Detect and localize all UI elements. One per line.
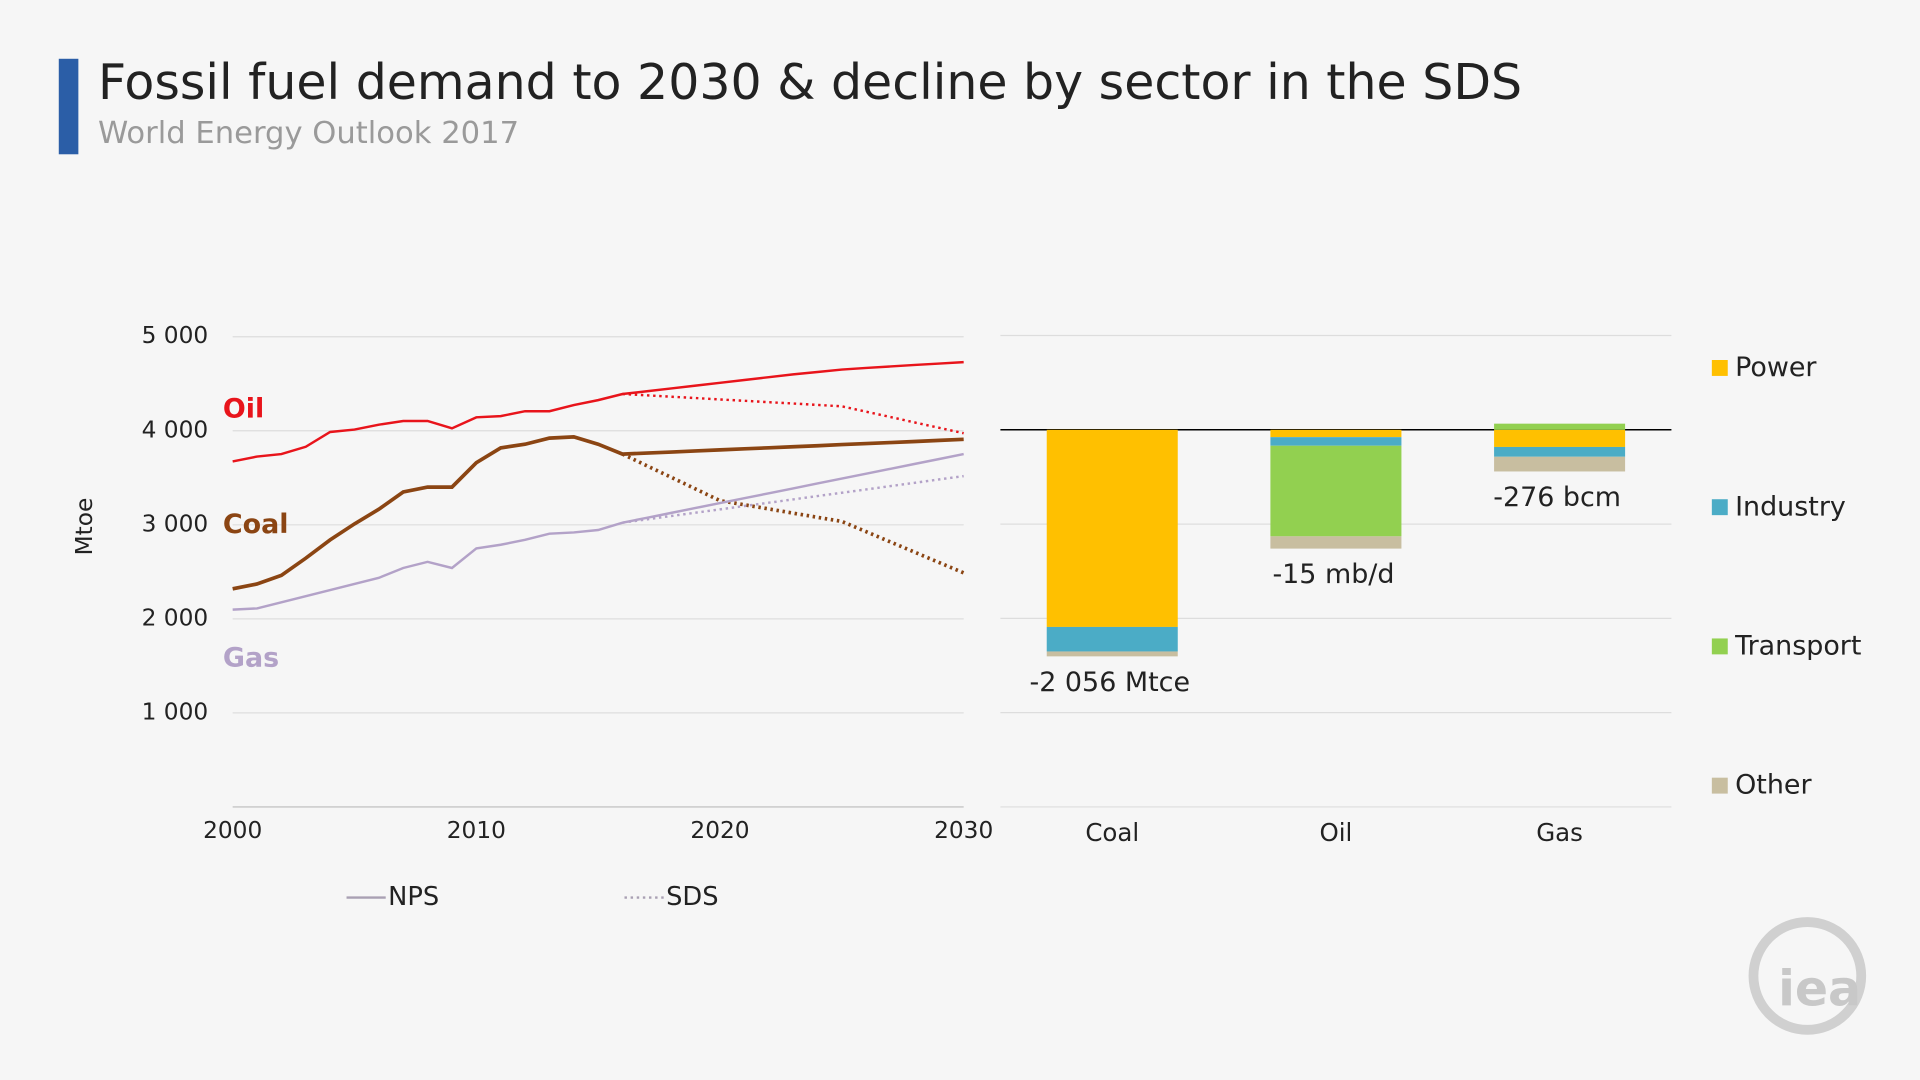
bar-segment (1494, 446, 1626, 457)
bar-segment (1270, 445, 1402, 537)
legend-label: Other (1735, 770, 1812, 801)
legend-swatch (1711, 638, 1728, 655)
nps-line (232, 435, 964, 591)
bar-segment (1046, 651, 1178, 657)
bar-segment (1270, 437, 1402, 446)
y-tick-label: 2 000 (142, 604, 209, 631)
series-label: Oil (223, 394, 264, 425)
title: Fossil fuel demand to 2030 & decline by … (98, 54, 1522, 111)
bar-segment (1270, 536, 1402, 549)
series-label: Coal (223, 509, 289, 540)
sds-line (621, 452, 965, 575)
bar-segment (1494, 423, 1626, 430)
nps-line (232, 452, 964, 611)
logo: iea (1778, 960, 1861, 1017)
bar-segment (1270, 429, 1402, 438)
x-tick-label: Coal (1085, 818, 1139, 847)
legend-label: Industry (1735, 491, 1846, 522)
bar-annotation: -15 mb/d (1272, 559, 1394, 590)
subtitle: World Energy Outlook 2017 (98, 116, 519, 151)
x-tick-label: 2030 (934, 817, 993, 844)
x-tick-label: 2020 (690, 817, 749, 844)
legend-swatch (1711, 499, 1728, 516)
bar-segment (1494, 456, 1626, 472)
title-bar (58, 58, 79, 155)
x-tick-label: 2010 (447, 817, 506, 844)
bar-annotation: -276 bcm (1493, 482, 1621, 513)
logo-ring (1748, 917, 1867, 1035)
legend-label: Power (1735, 352, 1817, 383)
legend-label: NPS (388, 882, 439, 912)
legend-swatch (1711, 360, 1728, 376)
y-tick-label: 4 000 (142, 416, 209, 443)
y-tick-label: 5 000 (142, 322, 209, 349)
sds-line (622, 474, 964, 524)
x-tick-label: 2000 (203, 817, 262, 844)
x-tick-label: Oil (1319, 818, 1352, 847)
x-tick-label: Gas (1536, 818, 1583, 847)
legend-swatch (1711, 777, 1728, 794)
y-axis-label: Mtoe (71, 498, 98, 556)
legend-label: Transport (1734, 631, 1861, 662)
y-tick-label: 3 000 (142, 510, 209, 537)
y-tick-label: 1 000 (142, 698, 209, 725)
bar-segment (1046, 429, 1178, 627)
bar-segment (1046, 626, 1178, 652)
sds-line (622, 392, 964, 435)
legend-label: SDS (666, 882, 718, 912)
bar-segment (1494, 429, 1626, 447)
nps-line (232, 360, 964, 463)
series-label: Gas (223, 642, 279, 673)
bar-annotation: -2 056 Mtce (1030, 667, 1191, 698)
